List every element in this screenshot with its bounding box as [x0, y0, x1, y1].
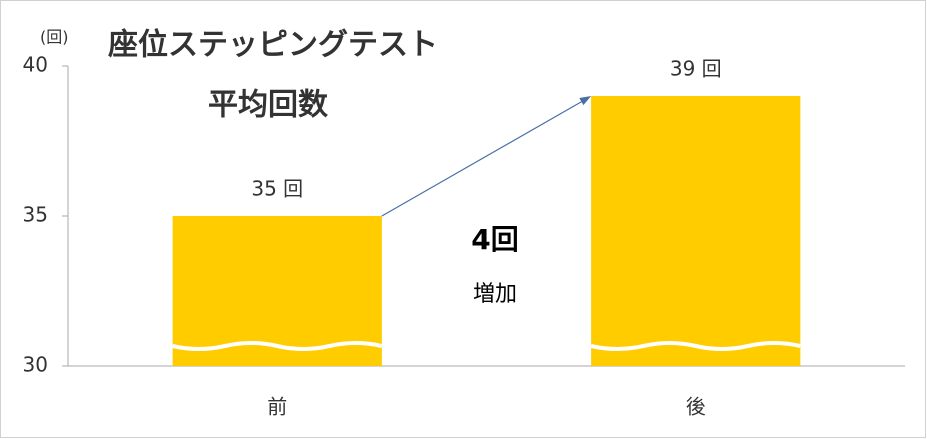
- x-tick-label: 前: [267, 395, 287, 419]
- annotation-increase-label: 増加: [473, 282, 517, 307]
- x-tick-label: 後: [686, 395, 706, 419]
- chart-subtitle: 平均回数: [208, 88, 329, 123]
- axis-break: [172, 341, 383, 351]
- value-label: 35 回: [251, 177, 303, 201]
- value-label: 39 回: [670, 57, 722, 81]
- y-tick-label: 35: [23, 203, 48, 227]
- axis-break: [590, 341, 801, 351]
- bar: [591, 96, 801, 366]
- increase-arrow: [381, 97, 588, 217]
- increase-arrowhead: [579, 96, 592, 106]
- y-axis-label: (回): [40, 28, 69, 47]
- annotation-increase: 4回: [471, 223, 518, 256]
- y-tick-label: 40: [23, 53, 48, 77]
- y-tick-label: 30: [23, 353, 48, 377]
- chart-title: 座位ステッピングテスト: [108, 28, 438, 63]
- bar: [172, 216, 382, 366]
